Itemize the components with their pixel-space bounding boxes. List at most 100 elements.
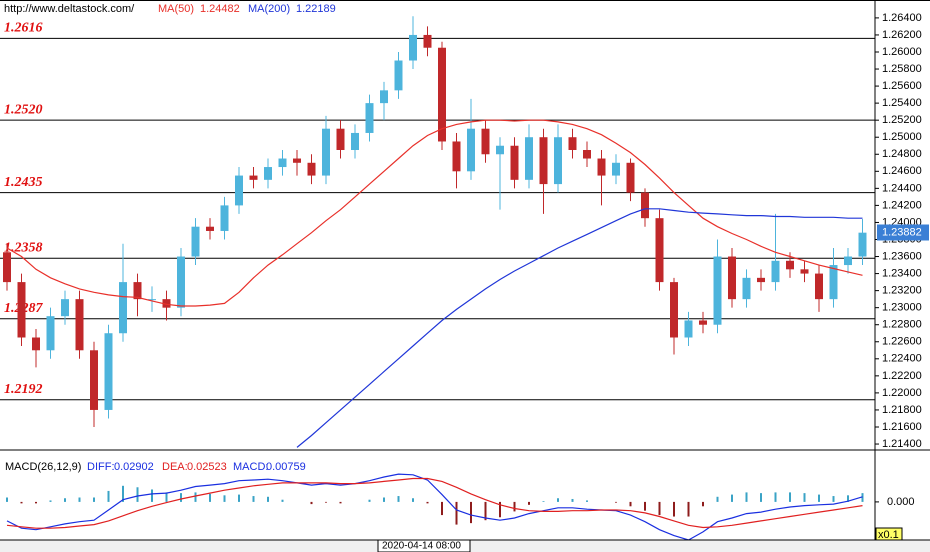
candle-body [815,273,823,300]
macd-line [6,477,863,529]
candle-body [177,256,185,308]
candle-body [670,282,678,338]
y-tick-label: 1.26000 [882,46,922,58]
candle-body [32,337,40,351]
macd-line [6,473,863,541]
candle-body [148,299,156,301]
candle-body [220,205,229,231]
candle-body [235,175,243,206]
dea-label: DEA: [162,461,188,473]
ma200-legend: MA(200) [248,3,290,15]
candle-body [757,277,765,283]
y-tick-label: 1.22200 [882,370,922,382]
candle-body [728,256,736,300]
candle-body [3,252,11,283]
candle-body [104,333,113,410]
candle-body [162,299,171,308]
candle-body [844,256,852,266]
level-label: 1.2616 [4,21,43,36]
y-tick-label: 0.000 [887,496,915,508]
y-tick-label: 1.26400 [882,12,922,24]
candle-body [554,137,562,185]
candle-body [278,158,287,168]
y-tick-label: 1.24800 [882,148,922,160]
crosshair-date: 2020-04-14 08:00 [382,541,461,552]
candle-body [351,132,359,150]
y-tick-label: 1.26200 [882,29,922,41]
y-tick-label: 1.25600 [882,80,922,92]
y-tick-label: 1.25200 [882,114,922,126]
y-tick-label: 1.24600 [882,165,922,177]
last-price-label: 1.23882 [882,226,922,238]
candle-body [713,256,722,325]
candle-body [742,277,751,300]
candle-body [641,192,649,219]
y-tick-label: 1.25000 [882,131,922,143]
candle-body [510,145,519,180]
overlay: http://www.deltastock.com/ MA(50) 1.2448… [0,3,930,552]
candle-body [249,175,258,180]
candle-body [583,150,591,159]
candle-body [481,128,490,155]
candle-body [438,47,446,142]
y-tick-label: 1.22400 [882,353,922,365]
candle-body [597,158,606,176]
main-pane: 1.26400 1.26200 1.26000 1.25800 1.25600 1.254… [0,0,930,540]
moving-average-line [296,208,863,448]
y-tick-label: 1.25800 [882,63,922,75]
y-tick-label: 1.21800 [882,404,922,416]
y-tick-label: 1.22000 [882,387,922,399]
candle-body [655,218,664,283]
y-tick-label: 1.24400 [882,182,922,194]
y-tick-label: 1.21600 [882,421,922,433]
candle-body [612,162,620,176]
candle-body [365,103,374,133]
candle-body [452,141,461,172]
candle-body [206,226,214,231]
candle-body [380,90,388,104]
candle-body [293,158,301,163]
candle-body [264,167,272,180]
candle-body [626,162,635,193]
candle-body [61,299,69,317]
moving-average-line [6,119,863,307]
candle-body [568,137,577,150]
level-label: 1.2192 [4,382,43,397]
candle-body [46,316,55,351]
candle-body [133,282,142,300]
candle-body [394,60,403,91]
macd-value: 0.00759 [266,461,306,473]
y-tick-label: 1.23600 [882,250,922,262]
candle-body [684,320,693,338]
ma50-value: 1.24482 [200,3,240,15]
candle-body [307,162,316,176]
crosshair-date-box [377,539,471,552]
candle-body [829,265,838,300]
level-label: 1.2435 [4,175,43,190]
macd-title: MACD(26,12,9) [5,461,81,473]
y-tick-label: 1.22800 [882,319,922,331]
y-tick-label: 1.22600 [882,336,922,348]
level-label: 1.2520 [4,102,43,117]
last-price-box [877,224,929,241]
source-url: http://www.deltastock.com/ [4,3,135,15]
y-tick-label: 1.21400 [882,438,922,450]
candle-body [90,350,98,410]
candle-body [771,260,780,283]
macd-label: MACD: [233,461,268,473]
candle-body [409,34,417,61]
candle-body [786,260,794,270]
y-tick-label: 1.23400 [882,267,922,279]
macd-pane: 0.000-0.063x0.1 [6,473,918,552]
ma200-value: 1.22189 [296,3,336,15]
candle-body [539,137,548,185]
y-tick-label: 1.23000 [882,302,922,314]
candle-body [322,128,330,176]
diff-label: DIFF: [87,461,115,473]
scale-label: x0.1 [878,529,899,541]
candle-body [336,128,345,150]
candle-body [467,128,475,172]
candle-body [496,145,504,155]
y-tick-label: 1.25400 [882,97,922,109]
